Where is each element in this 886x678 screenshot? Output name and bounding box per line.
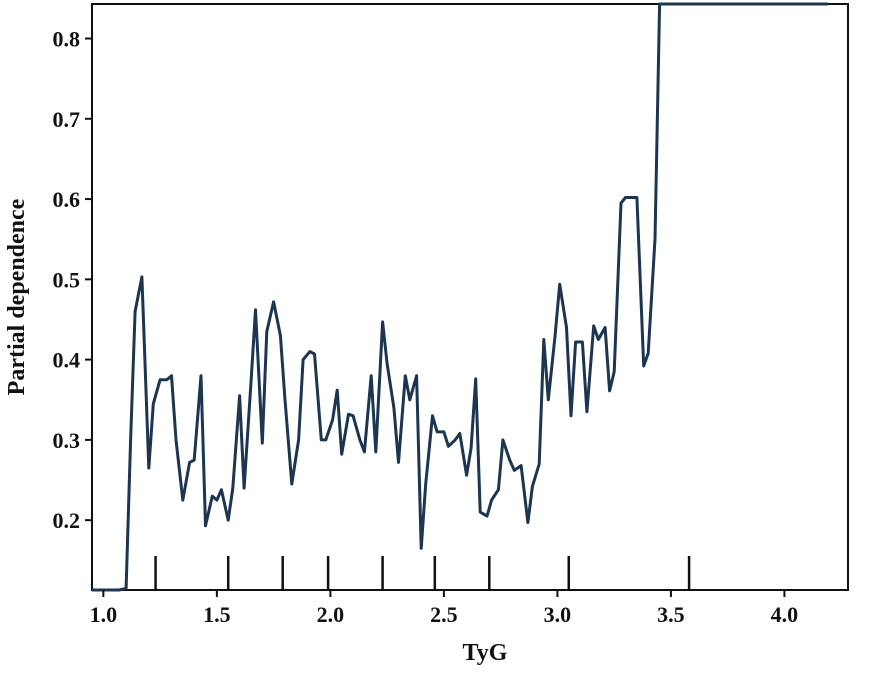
x-tick-label: 1.0	[90, 602, 118, 627]
y-tick-label: 0.5	[53, 267, 81, 292]
x-tick-label: 2.5	[430, 602, 458, 627]
x-tick-label: 3.0	[544, 602, 572, 627]
y-tick-label: 0.3	[53, 428, 81, 453]
x-tick-label: 3.5	[657, 602, 685, 627]
plot-frame	[91, 3, 849, 591]
y-tick-label: 0.2	[53, 508, 81, 533]
series-group	[92, 2, 828, 592]
y-tick-label: 0.4	[53, 348, 81, 373]
y-tick-label: 0.8	[53, 27, 81, 52]
rug-marks	[154, 556, 691, 590]
x-axis-title: TyG	[463, 640, 508, 666]
x-tick-label: 1.5	[203, 602, 231, 627]
y-tick-label: 0.7	[53, 107, 81, 132]
x-tick-label: 2.0	[317, 602, 345, 627]
partial-dependence-line	[92, 2, 828, 592]
y-axis-title: Partial dependence	[4, 198, 30, 395]
x-tick-label: 4.0	[771, 602, 799, 627]
y-axis: 0.2 0.3 0.4 0.5 0.6 0.7 0.8	[53, 27, 92, 533]
x-axis: 1.0 1.5 2.0 2.5 3.0 3.5 4.0	[90, 590, 799, 627]
y-tick-label: 0.6	[53, 187, 81, 212]
